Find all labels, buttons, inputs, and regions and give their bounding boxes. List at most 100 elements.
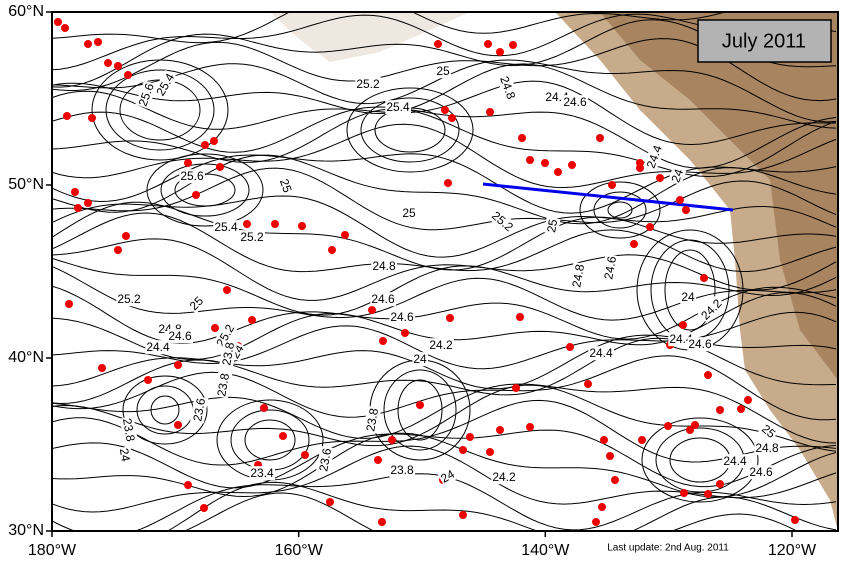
contour-label: 25.2 [240,230,264,244]
float-dot [509,41,517,49]
contour-label-bg [569,261,588,290]
float-dot [379,337,387,345]
contour-label-bg [543,216,561,235]
contour-label: 24.8 [569,263,587,289]
float-dot [592,518,600,526]
contour-label: 24 [413,352,427,366]
float-dot [630,240,638,248]
contour-label: 25.6 [180,169,204,183]
contour-label-bg [601,253,620,282]
contour-label: 24.6 [563,95,587,109]
float-dot [682,206,690,214]
float-dot [459,446,467,454]
y-tick-label: 60°N [8,3,44,20]
contour-ring [579,181,661,239]
float-dot [84,40,92,48]
float-dot [716,480,724,488]
contour-label-bg [389,463,416,478]
contour-label: 24.4 [669,332,693,346]
contour-label-bg [412,352,428,367]
contour-ring [122,375,208,445]
contour-label-bg [119,416,138,444]
float-dot [526,423,534,431]
contour-label-bg [179,169,206,184]
contour-label: 25.2 [356,77,380,91]
float-dot [192,191,200,199]
contour-label: 24 [438,467,457,486]
axes: 180°W 160°W 140°W 120°W 60°N 50°N 40°N 30°N [8,3,817,559]
float-dot [584,380,592,388]
contour-label: 24.8 [755,441,779,455]
contour-label-bg [722,454,749,469]
mountains [600,12,838,380]
float-dot [200,504,208,512]
x-tick-label: 140°W [521,542,570,559]
float-dot [691,421,699,429]
contour-line [52,12,727,44]
title: July 2011 [722,30,806,52]
contour-label: 23.6 [316,447,334,473]
y-tick-label: 30°N [8,522,44,539]
float-dot [496,426,504,434]
float-dot [260,404,268,412]
float-dot [486,108,494,116]
float-dot [611,476,619,484]
float-dot [679,321,687,329]
contour-label: 23.8 [219,341,237,367]
float-dot [496,48,504,56]
float-dot [704,371,712,379]
contour-line [52,266,837,321]
contour-label: 24.6 [749,465,773,479]
contour-ring [91,59,229,161]
contour-label: 24 [681,290,695,304]
contour-label: 23.6 [190,397,208,423]
float-dot [737,405,745,413]
float-dot [71,188,79,196]
float-dot [279,432,287,440]
float-dot [704,490,712,498]
contour-label-bg [190,395,209,424]
contour-line [52,383,837,444]
contour-label: 23.8 [363,407,381,433]
contour-line [52,212,837,273]
contour-line [52,355,837,421]
title-box [697,19,832,63]
contour-label: 25.4 [386,100,410,114]
y-tick-label: 50°N [8,176,44,193]
float-dot [114,62,122,70]
contour-label-bg [488,207,517,236]
contour-label: 23.8 [390,463,414,477]
float-dot [791,516,799,524]
float-dot [144,376,152,384]
float-dot [516,313,524,321]
contour-ring [244,419,296,461]
contour-line [52,108,837,178]
float-dot [598,503,606,511]
contour-label-bg [116,446,134,464]
float-dot [174,361,182,369]
float-dot [74,204,82,212]
contour-label-bg [276,176,296,196]
float-dot [174,421,182,429]
float-dot [680,489,688,497]
contour-label-bg [401,206,417,221]
float-dot [606,452,614,460]
float-dot [526,156,534,164]
float-dot [124,71,132,79]
float-dot [216,163,224,171]
contour-ring [146,153,264,227]
float-dot [184,159,192,167]
contour-ring [641,417,759,503]
float-dot [554,168,562,176]
alaska-land [270,12,470,62]
contour-label-bg [758,421,780,442]
float-dot [466,433,474,441]
contour-label: 23.4 [250,466,274,480]
contour-label-bg [214,370,233,399]
float-dot [716,406,724,414]
contour-label: 24.4 [589,346,613,360]
float-dot [686,426,694,434]
contour-ring [664,249,716,331]
